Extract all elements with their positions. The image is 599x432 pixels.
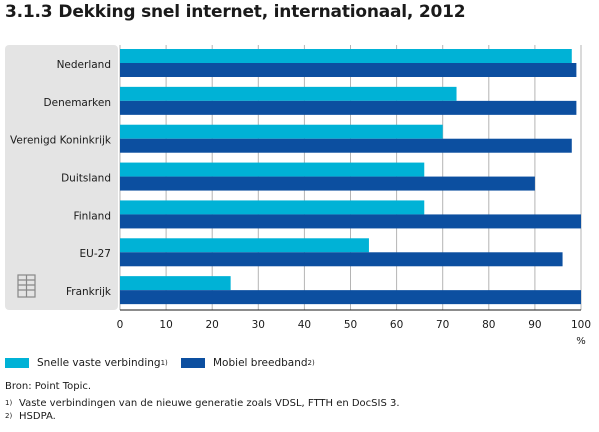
bar-mobile-2 — [120, 100, 577, 115]
footnote-2-text: HSDPA. — [19, 411, 56, 422]
bar-fixed-2 — [120, 86, 457, 101]
footnote-1-number: 1) — [5, 399, 13, 407]
category-label-2: Denemarken — [44, 97, 111, 109]
x-tick-label-0: 0 — [117, 319, 124, 331]
legend-swatch-mobile — [181, 358, 205, 368]
x-unit-label: % — [576, 336, 586, 347]
bar-mobile-3 — [120, 138, 572, 153]
x-tick-label-90: 90 — [528, 319, 541, 331]
x-tick-label-30: 30 — [252, 319, 265, 331]
footnote-1-text: Vaste verbindingen van de nieuwe generat… — [19, 398, 400, 409]
bar-mobile-5 — [120, 214, 581, 229]
chart-title: 3.1.3 Dekking snel internet, internationa… — [5, 2, 466, 22]
category-panel — [5, 45, 118, 310]
footnote-2-number: 2) — [5, 412, 13, 420]
source-note: Bron: Point Topic. — [5, 381, 92, 392]
bar-fixed-4 — [120, 162, 425, 177]
legend: Snelle vaste verbinding 1) Mobiel breedba… — [5, 355, 595, 371]
category-label-5: Finland — [73, 210, 111, 222]
bar-fixed-3 — [120, 124, 443, 139]
footnotes: Bron: Point Topic. 1) Vaste verbindingen… — [5, 380, 400, 423]
category-label-4: Duitsland — [61, 173, 111, 185]
legend-label-mobile: Mobiel breedband — [213, 357, 308, 369]
table-icon — [17, 274, 36, 298]
legend-label-fixed: Snelle vaste verbinding — [37, 357, 161, 369]
x-tick-label-80: 80 — [482, 319, 495, 331]
bar-mobile-4 — [120, 176, 535, 191]
x-tick-label-10: 10 — [159, 319, 172, 331]
x-tick-label-70: 70 — [436, 319, 449, 331]
bar-mobile-7 — [120, 290, 581, 305]
x-tick-label-60: 60 — [390, 319, 403, 331]
bar-fixed-1 — [120, 49, 572, 63]
x-tick-label-40: 40 — [298, 319, 311, 331]
x-tick-label-50: 50 — [344, 319, 357, 331]
category-label-7: Frankrijk — [66, 286, 112, 298]
category-label-3: Verenigd Koninkrijk — [10, 135, 112, 147]
chart-title-text: Dekking snel internet, internationaal, 2… — [58, 2, 466, 22]
bar-mobile-1 — [120, 63, 577, 77]
category-label-6: EU-27 — [80, 248, 111, 260]
legend-swatch-fixed — [5, 358, 29, 368]
footnote-1: 1) Vaste verbindingen van de nieuwe gene… — [5, 397, 400, 410]
x-tick-label-100: 100 — [571, 319, 591, 331]
bar-chart: Nederland Denemarken Verenigd Koninkrijk Du… — [5, 45, 591, 347]
x-tick-label-20: 20 — [206, 319, 219, 331]
bar-fixed-5 — [120, 200, 425, 215]
footnote-2: 2) HSDPA. — [5, 410, 400, 423]
legend-item-mobile: Mobiel breedband 2) — [181, 355, 315, 371]
bar-fixed-6 — [120, 238, 369, 253]
bar-fixed-7 — [120, 276, 231, 291]
category-label-1: Nederland — [57, 59, 111, 71]
bar-mobile-6 — [120, 252, 563, 267]
chart-number: 3.1.3 — [5, 2, 53, 22]
legend-item-fixed: Snelle vaste verbinding 1) — [5, 355, 168, 371]
